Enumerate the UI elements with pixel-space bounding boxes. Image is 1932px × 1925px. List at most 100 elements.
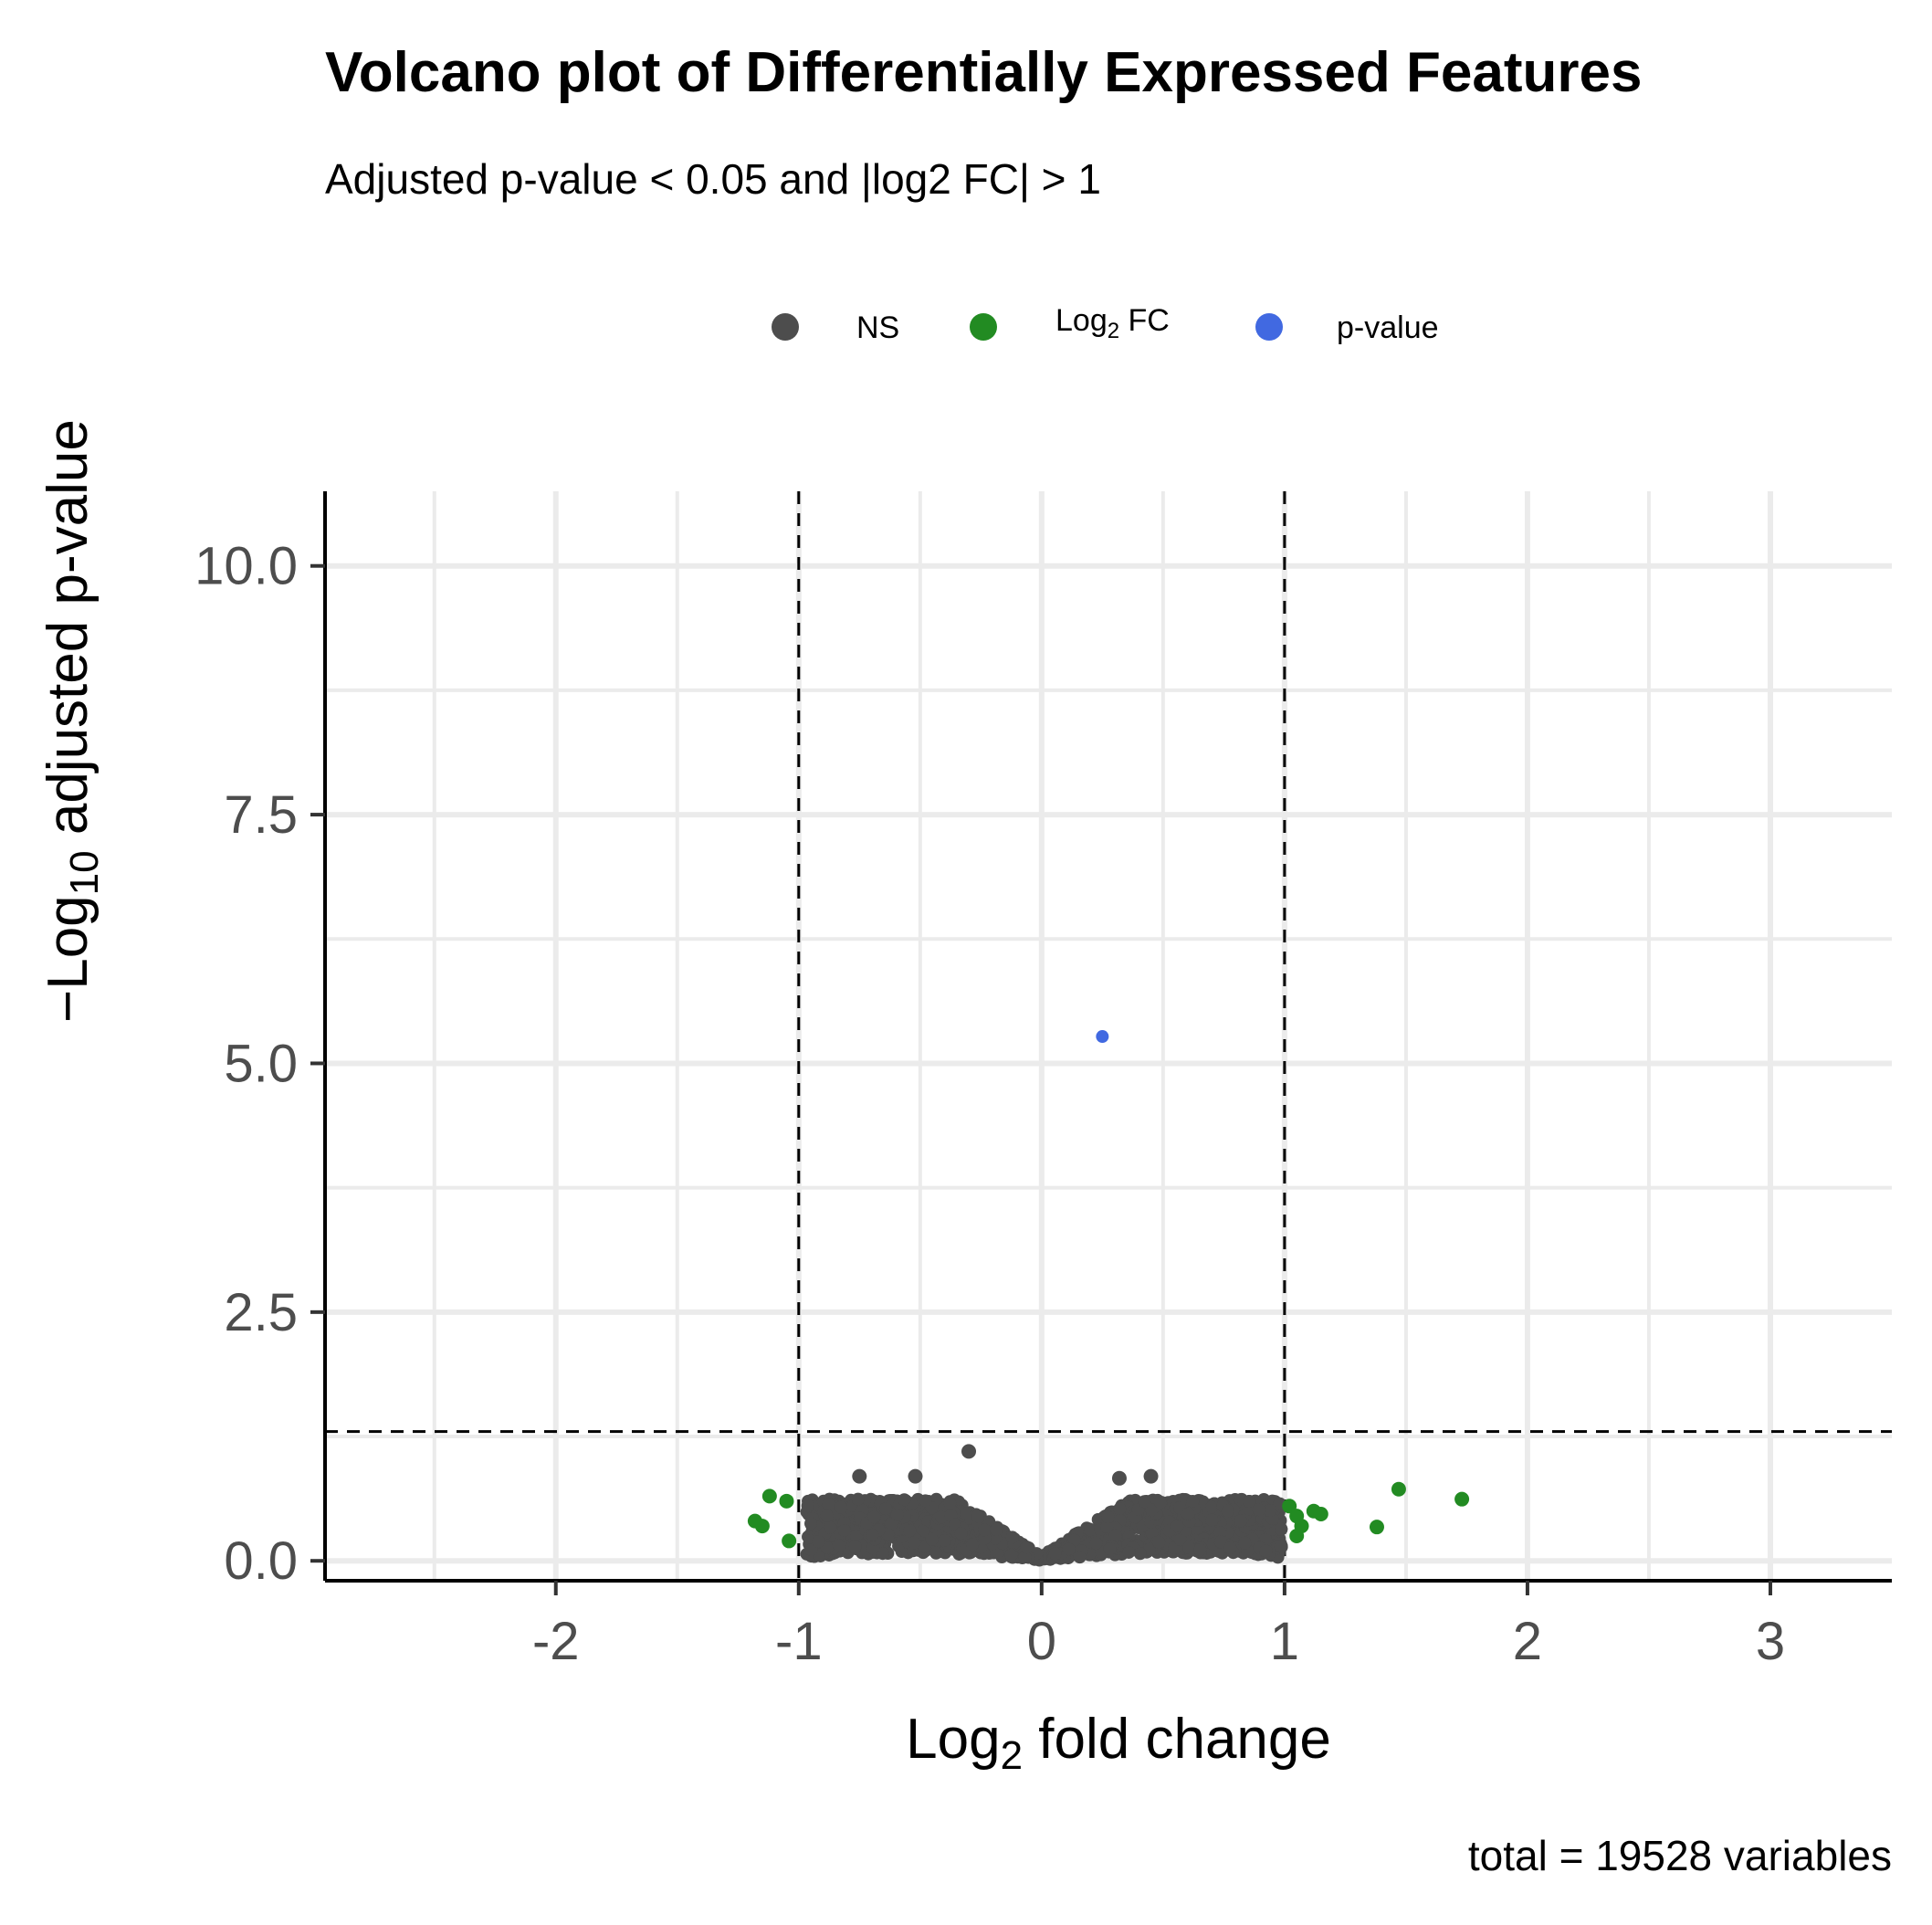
data-point-ns xyxy=(1020,1541,1034,1554)
x-axis-title: Log2 fold change xyxy=(906,1708,1331,1778)
data-point-ns xyxy=(879,1502,893,1516)
data-point-ns xyxy=(866,1528,879,1541)
data-point-ns xyxy=(935,1510,949,1524)
data-point-ns xyxy=(1111,1470,1127,1486)
data-point-fc xyxy=(1289,1528,1305,1543)
data-point-ns xyxy=(804,1542,818,1556)
data-point-ns xyxy=(876,1547,889,1561)
data-point-ns xyxy=(1138,1495,1151,1509)
data-point-ns xyxy=(954,1527,968,1541)
x-tick-label: 2 xyxy=(1513,1612,1542,1671)
axes xyxy=(323,491,1892,1583)
data-point-ns xyxy=(978,1523,992,1537)
x-tick-label: 3 xyxy=(1756,1612,1785,1671)
legend-label-fc: Log2 FC xyxy=(1055,303,1170,343)
data-point-ns xyxy=(990,1522,1003,1536)
data-point-fc xyxy=(754,1519,770,1534)
data-point-ns xyxy=(1145,1526,1159,1540)
data-point-ns xyxy=(1205,1513,1219,1527)
data-point-ns xyxy=(801,1499,814,1512)
data-point-ns xyxy=(1004,1548,1018,1562)
data-point-ns xyxy=(1092,1512,1106,1526)
data-point-ns xyxy=(1275,1522,1288,1536)
data-point-ns xyxy=(1214,1535,1228,1549)
data-point-ns xyxy=(1005,1531,1019,1544)
data-point-ns xyxy=(1048,1547,1062,1561)
legend-label-ns: NS xyxy=(856,310,899,345)
data-point-ns xyxy=(1073,1551,1087,1564)
data-point-fc xyxy=(779,1493,794,1509)
data-point-ns xyxy=(832,1539,845,1552)
legend-label-p: p-value xyxy=(1337,310,1439,345)
data-point-ns xyxy=(835,1500,848,1514)
chart-subtitle: Adjusted p-value < 0.05 and |log2 FC| > … xyxy=(325,155,1101,203)
data-point-ns xyxy=(1223,1541,1237,1554)
data-point-ns xyxy=(824,1520,837,1534)
data-point-ns xyxy=(1252,1503,1265,1517)
data-point-ns xyxy=(1238,1536,1252,1550)
data-point-ns xyxy=(1193,1543,1207,1557)
data-point-ns xyxy=(1173,1533,1187,1547)
data-point-ns xyxy=(898,1493,911,1507)
y-tick-label: 2.5 xyxy=(224,1283,298,1342)
data-point-p xyxy=(1096,1030,1109,1044)
data-point-ns xyxy=(1133,1547,1147,1561)
data-point-ns xyxy=(1113,1502,1127,1516)
data-point-ns xyxy=(1089,1536,1103,1550)
data-point-ns xyxy=(960,1507,973,1520)
data-point-ns xyxy=(1171,1520,1184,1533)
data-point-ns xyxy=(867,1510,881,1524)
data-point-ns xyxy=(820,1509,834,1523)
data-point-ns xyxy=(852,1468,867,1484)
data-point-ns xyxy=(925,1532,939,1546)
cutoff-lines xyxy=(325,491,1892,1581)
data-point-ns xyxy=(1018,1551,1032,1564)
data-point-ns xyxy=(903,1524,917,1538)
legend-key-p xyxy=(1255,313,1283,341)
data-point-ns xyxy=(1182,1541,1196,1554)
legend: NS Log2 FC p-value xyxy=(772,303,1439,345)
data-point-ns xyxy=(908,1468,923,1484)
data-point-ns xyxy=(1108,1529,1122,1542)
data-point-ns xyxy=(822,1498,835,1511)
data-point-ns xyxy=(1143,1468,1159,1484)
data-point-ns xyxy=(1101,1510,1115,1524)
data-point-ns xyxy=(1084,1523,1097,1537)
data-points xyxy=(747,1030,1470,1567)
x-axis-ticks: -2 -1 0 1 2 3 xyxy=(532,1581,1785,1671)
data-point-fc xyxy=(1369,1520,1384,1535)
data-point-ns xyxy=(929,1546,943,1560)
y-tick-label: 0.0 xyxy=(224,1531,298,1591)
data-point-ns xyxy=(961,1444,977,1459)
y-axis-title: −Log10 adjusted p-value xyxy=(37,419,107,1023)
data-point-ns xyxy=(1181,1507,1195,1520)
data-point-ns xyxy=(1205,1500,1219,1514)
data-point-ns xyxy=(1152,1535,1166,1549)
data-point-ns xyxy=(938,1533,951,1547)
y-tick-label: 10.0 xyxy=(194,537,298,596)
x-tick-label: 0 xyxy=(1027,1612,1056,1671)
data-point-ns xyxy=(1122,1545,1136,1559)
data-point-ns xyxy=(1221,1504,1234,1518)
x-tick-label: -1 xyxy=(775,1612,823,1671)
data-point-fc xyxy=(1313,1507,1328,1522)
data-point-ns xyxy=(1243,1495,1256,1509)
data-point-ns xyxy=(1153,1496,1167,1509)
y-axis-ticks: 0.0 2.5 5.0 7.5 10.0 xyxy=(194,537,325,1591)
data-point-ns xyxy=(1259,1544,1273,1558)
data-point-fc xyxy=(761,1488,777,1504)
legend-key-fc xyxy=(970,313,997,341)
data-point-ns xyxy=(892,1540,906,1553)
data-point-ns xyxy=(1274,1540,1287,1553)
data-point-ns xyxy=(1145,1503,1159,1517)
x-tick-label: 1 xyxy=(1270,1612,1299,1671)
data-point-fc xyxy=(1391,1481,1406,1497)
data-point-ns xyxy=(890,1508,904,1521)
data-point-ns xyxy=(1062,1542,1076,1556)
data-point-ns xyxy=(919,1494,932,1508)
data-point-ns xyxy=(1103,1542,1117,1556)
data-point-ns xyxy=(848,1540,862,1553)
y-tick-label: 5.0 xyxy=(224,1034,298,1093)
data-point-ns xyxy=(804,1517,818,1531)
